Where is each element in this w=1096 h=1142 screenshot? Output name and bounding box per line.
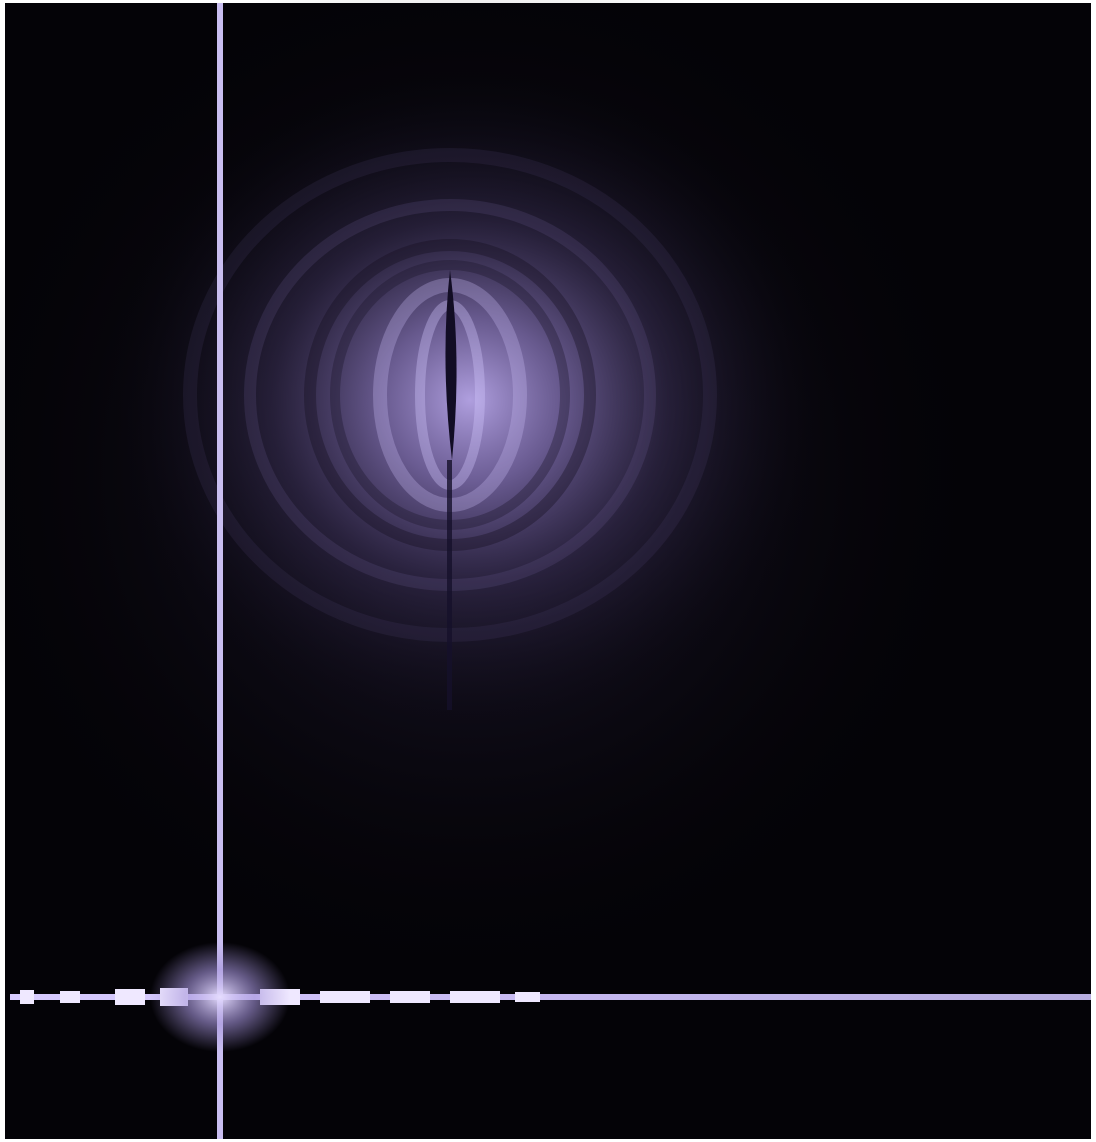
speckle: [320, 991, 370, 1003]
speckle: [115, 989, 145, 1005]
vertical-streak: [217, 3, 223, 1139]
speckle: [390, 991, 430, 1003]
speckle: [60, 991, 80, 1003]
beam-stop-arm: [447, 460, 452, 710]
horizontal-streak: [10, 994, 1091, 1000]
beam-stop: [445, 270, 457, 460]
speckle: [20, 990, 34, 1004]
speckle: [515, 992, 540, 1002]
direct-beam: [150, 942, 290, 1052]
speckle: [450, 991, 500, 1003]
central-glow: [110, 70, 830, 730]
